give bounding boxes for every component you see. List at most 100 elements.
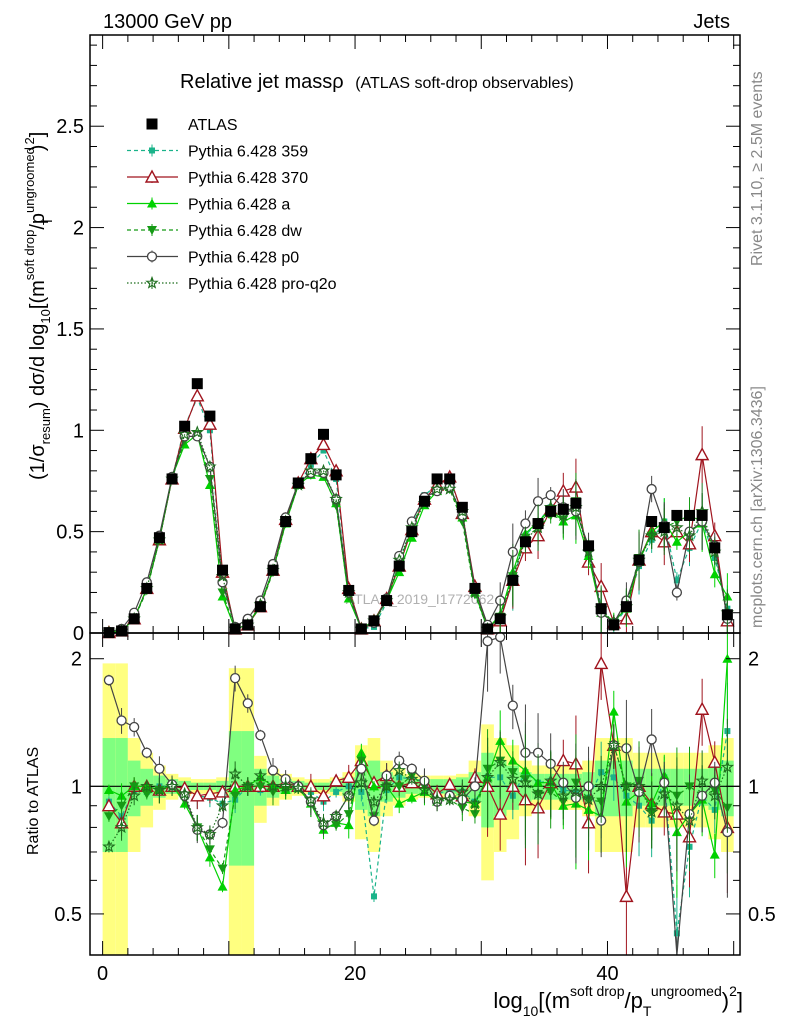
xlabel-e: /p [625,988,643,1013]
ratio-point-pq2o [556,788,571,802]
ratio-point-p370 [442,777,457,791]
point-atlas [709,542,721,554]
point-p359 [673,577,680,584]
point-atlas [229,623,241,635]
ratio-point-pq2o [644,804,659,818]
ratio-point-pa [406,792,417,802]
ratio-point-pa [608,706,619,716]
ratio-point-pq2o [291,781,305,794]
xlabel-f: T [643,1003,652,1019]
ratio-point-pq2o [506,772,520,785]
point-p370 [202,416,218,430]
point-atlas [469,582,481,594]
main-data-layer [101,378,735,639]
ratio-data-layer [101,631,735,956]
point-atlas [179,420,191,432]
legend: ATLAS Pythia 6.428 359 Pythia 6.428 370 Pyt… [127,117,337,293]
xlabel-i: 2 [729,983,737,999]
ratio-point-pq2o [102,839,116,853]
point-pa [406,532,417,542]
ratio-point-pdw [116,801,127,811]
ratio-point-pq2o [140,779,154,793]
point-atlas [242,619,254,631]
ratio-point-p359 [673,930,680,937]
point-atlas [557,503,569,515]
ratio-point-pq2o [619,779,634,793]
ratio-point-p370 [493,806,508,820]
ratio-frame [89,632,741,956]
main-ylabel: (1/σresum) dσ/d log10[(msoft drop/pungro… [22,132,55,480]
ratio-point-pq2o [695,773,709,787]
legend-label-pq2o: Pythia 6.428 pro-q2o [188,276,337,293]
ylabel-f: soft drop [22,230,37,281]
xtick-label: 20 [344,963,366,985]
point-atlas [381,595,393,607]
ratio-point-p370 [593,655,609,670]
ratio-point-pq2o [543,773,558,787]
line-p359 [108,396,728,634]
legend-label-pa: Pythia 6.428 a [188,197,290,214]
legend-marker-p370 [144,169,160,183]
ratio-point-pdw [204,845,215,855]
ratio-point-pq2o [682,813,697,827]
ytick-label: 2 [73,218,84,240]
legend-label-pdw: Pythia 6.428 dw [188,223,302,240]
point-pq2o [670,520,684,534]
ytick-label: 1.5 [56,319,84,341]
point-atlas [305,453,317,465]
point-atlas [191,378,203,390]
ratio-point-pq2o [468,796,482,810]
point-atlas [456,501,468,513]
point-p370 [316,437,331,451]
ratio-point-p370 [101,798,117,812]
ratio-point-pq2o [177,786,192,800]
ratio-line-p359 [108,731,728,934]
ylabel-g: /p [27,213,49,230]
ratio-point-pdw [103,812,114,822]
point-atlas [684,509,696,521]
ratio-point-pq2o [379,779,394,793]
band-green [241,731,255,866]
header-right: Jets [693,11,730,33]
legend-marker-p359 [149,147,155,154]
point-atlas [280,516,292,528]
point-atlas [204,410,216,422]
point-atlas [141,582,153,594]
point-atlas [254,601,266,613]
ratio-ytick-label-right: 0.5 [748,904,776,926]
ratio-point-pdw [469,810,480,820]
ratio-series-pq2o [102,718,735,872]
ratio-point-pp0 [103,675,115,686]
ratio-point-pq2o [430,792,444,806]
point-atlas [217,564,229,576]
point-atlas [166,473,178,485]
ratio-point-pa [394,798,405,808]
point-atlas [721,609,733,621]
xtick-label: 40 [596,963,618,985]
point-atlas [507,574,519,586]
ratio-point-pp0 [267,765,279,776]
ratio-ytick-label: 2 [71,649,82,671]
legend-label-p359: Pythia 6.428 359 [188,144,308,161]
point-atlas [532,518,544,530]
ylabel-c: ) dσ/d log [27,324,49,409]
ratio-point-pq2o [354,775,369,789]
ratio-point-pdw [141,789,152,799]
ylabel-e: [(m [27,280,49,309]
point-pq2o [430,481,444,495]
ratio-point-pq2o [480,770,495,784]
ratio-point-pp0 [129,721,140,733]
ratio-point-pq2o [367,794,381,808]
legend-label-atlas: ATLAS [188,117,238,134]
ratio-point-pq2o [152,782,167,796]
legend-entry-pa: Pythia 6.428 a [127,197,290,214]
point-atlas [368,615,380,627]
ratio-point-pp0 [229,672,241,684]
ratio-point-pq2o [594,779,608,793]
ratio-point-pp0 [141,747,152,758]
point-atlas [393,560,405,572]
ratio-point-p370 [190,788,205,802]
header-left: 13000 GeV pp [103,11,232,33]
legend-entry-pq2o: Pythia 6.428 pro-q2o [127,275,337,293]
